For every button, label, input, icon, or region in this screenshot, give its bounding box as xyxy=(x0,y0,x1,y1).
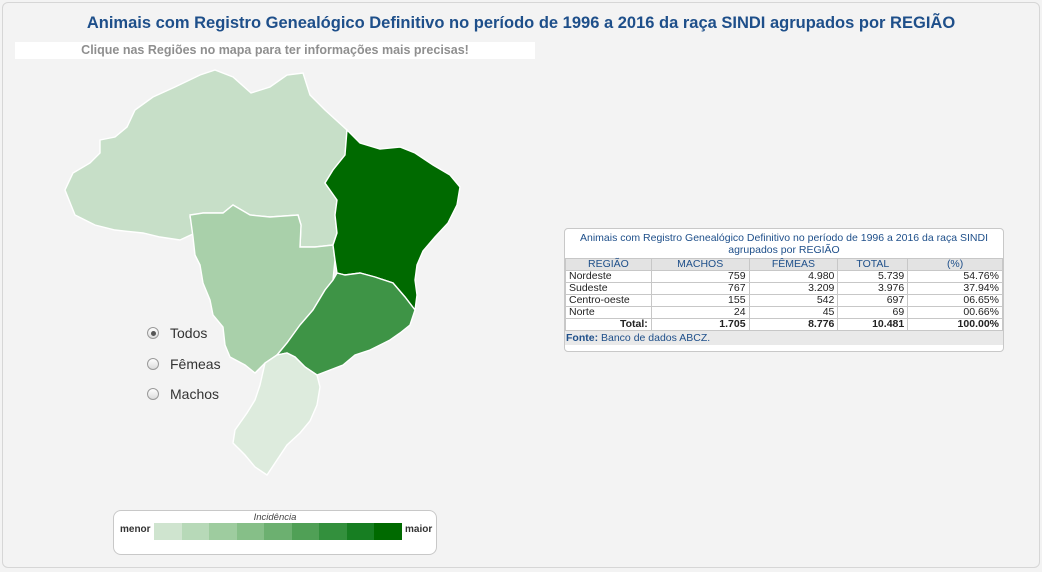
table-cell: 155 xyxy=(650,294,750,307)
column-header: REGIÃO xyxy=(565,258,652,271)
table-cell: 69 xyxy=(837,306,909,319)
data-table: REGIÃO MACHOS FÊMEAS TOTAL (%) Nordeste … xyxy=(565,258,1003,331)
table-cell: 3.976 xyxy=(837,282,909,295)
radio-button-femeas[interactable] xyxy=(147,357,159,370)
legend-swatch xyxy=(236,523,264,540)
table-row: Centro-oeste 155 542 697 06.65% xyxy=(565,294,1003,307)
table-cell: 4.980 xyxy=(748,270,839,283)
column-header: MACHOS xyxy=(650,258,750,271)
table-cell: 100.00% xyxy=(907,318,1003,331)
table-cell: 00.66% xyxy=(907,306,1003,319)
column-header: FÊMEAS xyxy=(748,258,839,271)
source-label: Fonte: xyxy=(566,332,599,344)
table-cell: 5.739 xyxy=(837,270,909,283)
region-summary-table: Animais com Registro Genealógico Definit… xyxy=(564,228,1004,352)
radio-selected-dot xyxy=(150,330,156,336)
region-sudeste[interactable] xyxy=(275,272,416,376)
radio-button-todos[interactable] xyxy=(147,327,159,340)
table-row: Nordeste 759 4.980 5.739 54.76% xyxy=(565,270,1003,283)
table-cell: 54.76% xyxy=(907,270,1003,283)
source-text: Banco de dados ABCZ. xyxy=(601,332,711,344)
legend-color-scale xyxy=(154,523,402,540)
table-cell: 45 xyxy=(748,306,839,319)
legend-swatch xyxy=(346,523,374,540)
radio-button-machos[interactable] xyxy=(147,388,159,401)
legend-swatch xyxy=(154,523,182,540)
column-header: (%) xyxy=(907,258,1003,271)
map-hint: Clique nas Regiões no mapa para ter info… xyxy=(15,42,535,59)
legend-min-label: menor xyxy=(120,524,151,535)
table-row: Norte 24 45 69 00.66% xyxy=(565,306,1003,319)
legend-swatch xyxy=(209,523,237,540)
table-cell: 1.705 xyxy=(650,318,750,331)
table-source: Fonte: Banco de dados ABCZ. xyxy=(565,331,1003,345)
table-cell: 767 xyxy=(650,282,750,295)
legend-swatch xyxy=(291,523,319,540)
table-cell: 8.776 xyxy=(748,318,839,331)
table-cell: 10.481 xyxy=(837,318,909,331)
incidence-legend: Incidência menor maior xyxy=(113,510,437,555)
filter-radio-group: Todos Fêmeas Machos xyxy=(147,318,221,410)
table-cell: 3.209 xyxy=(748,282,839,295)
filter-label-femeas: Fêmeas xyxy=(170,355,221,372)
table-cell: 697 xyxy=(837,294,909,307)
table-header-row: REGIÃO MACHOS FÊMEAS TOTAL (%) xyxy=(565,258,1003,271)
filter-option-femeas[interactable]: Fêmeas xyxy=(147,349,221,380)
table-cell: Centro-oeste xyxy=(565,294,652,307)
table-total-row: Total: 1.705 8.776 10.481 100.00% xyxy=(565,318,1003,331)
brazil-region-map xyxy=(64,69,461,476)
legend-swatch xyxy=(264,523,292,540)
filter-label-machos: Machos xyxy=(170,386,220,403)
legend-swatch xyxy=(319,523,347,540)
table-cell: Sudeste xyxy=(565,282,652,295)
table-title: Animais com Registro Genealógico Definit… xyxy=(580,232,988,256)
table-cell: 759 xyxy=(650,270,750,283)
legend-swatch xyxy=(181,523,209,540)
table-cell: 06.65% xyxy=(907,294,1003,307)
table-cell: Total: xyxy=(565,318,652,331)
table-cell: 37.94% xyxy=(907,282,1003,295)
page-title: Animais com Registro Genealógico Definit… xyxy=(86,14,956,32)
filter-option-todos[interactable]: Todos xyxy=(147,318,221,349)
table-cell: Nordeste xyxy=(565,270,652,283)
legend-max-label: maior xyxy=(405,524,433,535)
filter-option-machos[interactable]: Machos xyxy=(147,379,221,410)
table-cell: 24 xyxy=(650,306,750,319)
legend-swatch xyxy=(374,523,402,540)
table-row: Sudeste 767 3.209 3.976 37.94% xyxy=(565,282,1003,295)
filter-label-todos: Todos xyxy=(170,325,208,342)
region-sul[interactable] xyxy=(232,352,321,476)
column-header: TOTAL xyxy=(837,258,909,271)
table-cell: Norte xyxy=(565,306,652,319)
table-cell: 542 xyxy=(748,294,839,307)
legend-title: Incidência xyxy=(253,512,297,523)
